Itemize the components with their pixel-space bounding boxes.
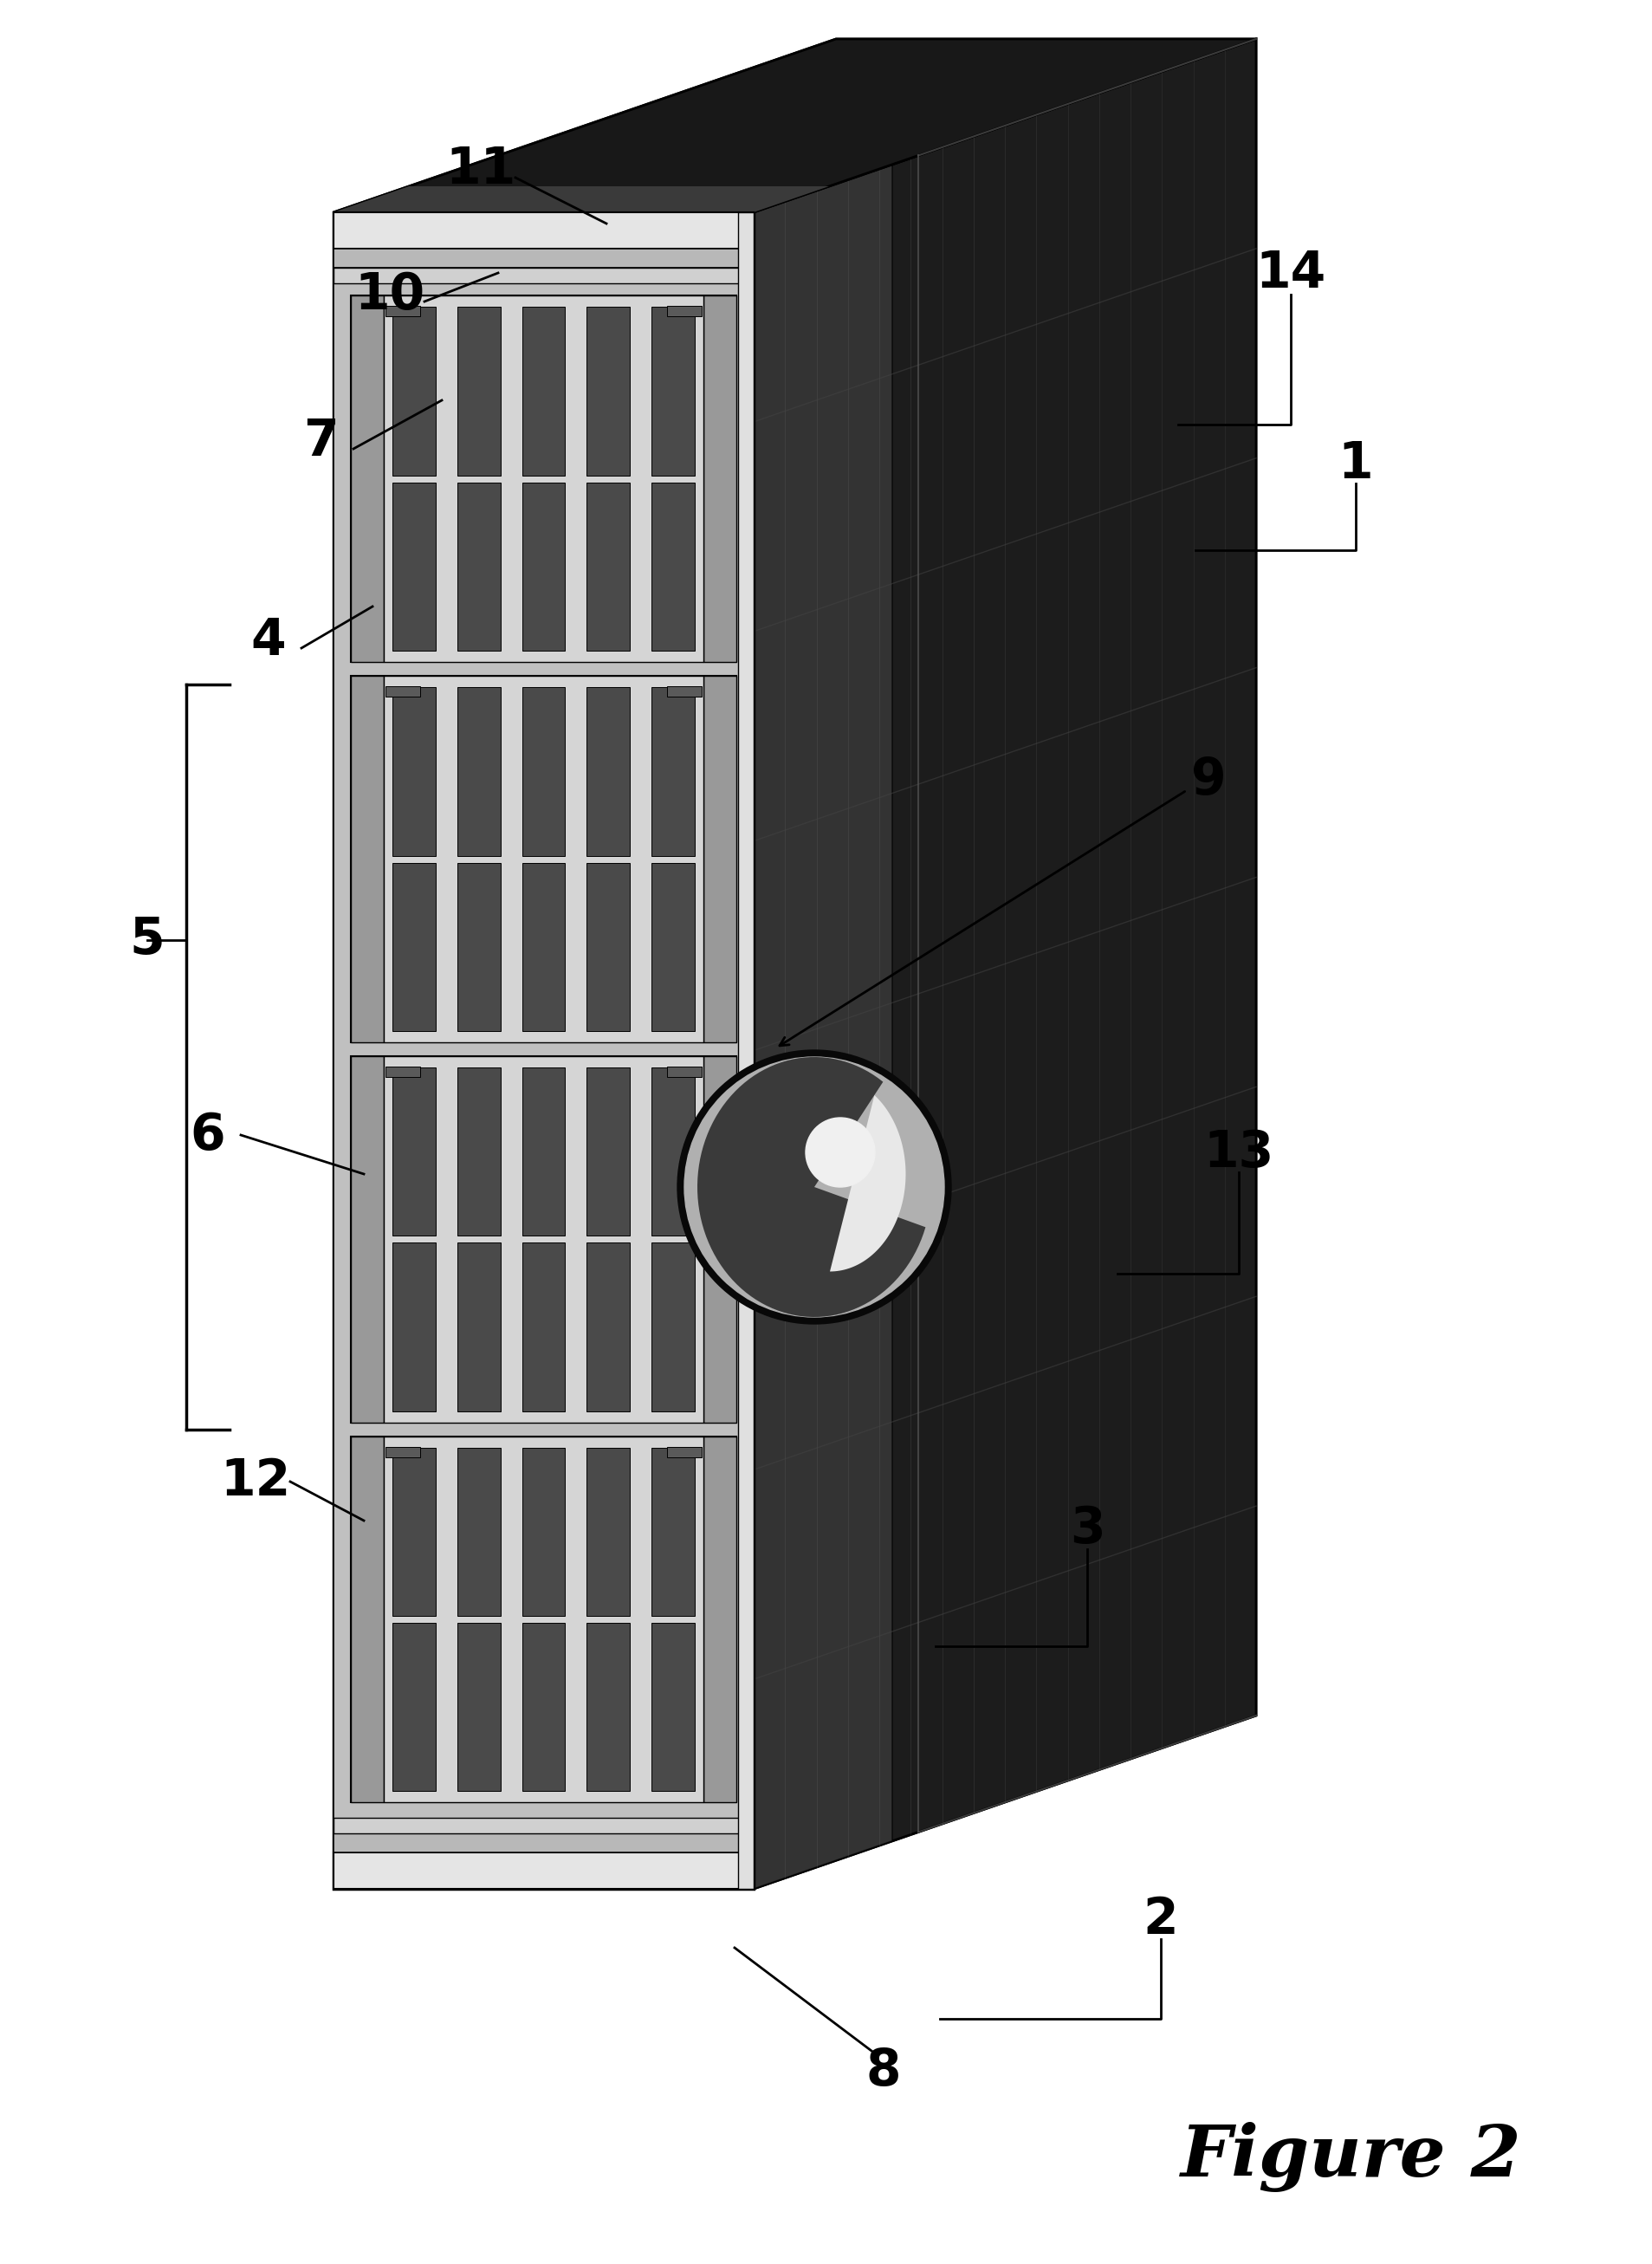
Polygon shape <box>334 267 753 283</box>
Polygon shape <box>383 1055 704 1422</box>
Polygon shape <box>753 165 892 1888</box>
Polygon shape <box>393 308 436 475</box>
Polygon shape <box>334 38 1256 213</box>
Polygon shape <box>393 1243 436 1410</box>
Polygon shape <box>350 677 737 1041</box>
Polygon shape <box>393 1623 436 1791</box>
Polygon shape <box>522 1623 565 1791</box>
Polygon shape <box>586 482 629 650</box>
Polygon shape <box>334 38 1256 213</box>
Polygon shape <box>651 688 695 856</box>
Polygon shape <box>458 1447 501 1616</box>
Polygon shape <box>753 38 1256 1888</box>
Polygon shape <box>350 297 383 661</box>
Polygon shape <box>393 688 436 856</box>
Circle shape <box>806 1118 876 1186</box>
Polygon shape <box>458 863 501 1030</box>
Polygon shape <box>350 1435 383 1802</box>
Polygon shape <box>586 863 629 1030</box>
Polygon shape <box>350 1055 383 1422</box>
Polygon shape <box>522 1447 565 1616</box>
Text: 1: 1 <box>1338 439 1373 489</box>
Polygon shape <box>522 688 565 856</box>
Polygon shape <box>383 677 704 1041</box>
Polygon shape <box>586 308 629 475</box>
Polygon shape <box>383 1435 704 1802</box>
Polygon shape <box>385 1447 420 1458</box>
Polygon shape <box>334 186 829 213</box>
Polygon shape <box>829 1096 905 1272</box>
Polygon shape <box>334 267 753 1834</box>
Polygon shape <box>350 1435 737 1802</box>
Polygon shape <box>697 1057 925 1318</box>
Text: 9: 9 <box>1191 756 1226 804</box>
Polygon shape <box>393 863 436 1030</box>
Polygon shape <box>586 1447 629 1616</box>
Polygon shape <box>350 1055 737 1422</box>
Text: 3: 3 <box>1069 1506 1105 1553</box>
Polygon shape <box>393 482 436 650</box>
Circle shape <box>677 1050 952 1324</box>
Polygon shape <box>385 1066 420 1078</box>
Polygon shape <box>586 1243 629 1410</box>
Polygon shape <box>393 1447 436 1616</box>
Polygon shape <box>522 1066 565 1236</box>
Polygon shape <box>334 1834 753 1852</box>
Text: Figure 2: Figure 2 <box>1181 2121 1521 2192</box>
Text: 13: 13 <box>1204 1127 1274 1177</box>
Polygon shape <box>667 686 702 697</box>
Polygon shape <box>667 1066 702 1078</box>
Polygon shape <box>753 38 1256 1888</box>
Polygon shape <box>350 677 383 1041</box>
Polygon shape <box>651 482 695 650</box>
Polygon shape <box>393 1066 436 1236</box>
Polygon shape <box>704 297 737 661</box>
Polygon shape <box>738 213 753 1888</box>
Polygon shape <box>385 686 420 697</box>
Polygon shape <box>586 1066 629 1236</box>
Polygon shape <box>350 297 737 661</box>
Polygon shape <box>458 1243 501 1410</box>
Polygon shape <box>651 1447 695 1616</box>
Polygon shape <box>667 1447 702 1458</box>
Polygon shape <box>385 306 420 317</box>
Polygon shape <box>522 1243 565 1410</box>
Polygon shape <box>334 249 753 267</box>
Polygon shape <box>704 1435 737 1802</box>
Polygon shape <box>458 1623 501 1791</box>
Text: 12: 12 <box>220 1458 291 1506</box>
Polygon shape <box>458 482 501 650</box>
Polygon shape <box>522 863 565 1030</box>
Text: 8: 8 <box>866 2047 900 2096</box>
Polygon shape <box>334 213 753 249</box>
Polygon shape <box>651 308 695 475</box>
Polygon shape <box>383 297 704 661</box>
Text: 10: 10 <box>355 269 425 319</box>
Polygon shape <box>651 863 695 1030</box>
Polygon shape <box>458 1066 501 1236</box>
Circle shape <box>684 1057 945 1318</box>
Polygon shape <box>651 1243 695 1410</box>
Polygon shape <box>458 688 501 856</box>
Polygon shape <box>458 308 501 475</box>
Polygon shape <box>586 1623 629 1791</box>
Text: 6: 6 <box>190 1109 226 1159</box>
Polygon shape <box>522 308 565 475</box>
Text: 5: 5 <box>129 915 165 964</box>
Polygon shape <box>667 306 702 317</box>
Polygon shape <box>522 482 565 650</box>
Polygon shape <box>334 213 753 1888</box>
Polygon shape <box>651 1623 695 1791</box>
Text: 2: 2 <box>1143 1895 1178 1945</box>
Polygon shape <box>334 1818 753 1834</box>
Polygon shape <box>651 1066 695 1236</box>
Text: 7: 7 <box>302 417 339 466</box>
Polygon shape <box>704 677 737 1041</box>
Text: 4: 4 <box>251 616 286 666</box>
Polygon shape <box>704 1055 737 1422</box>
Polygon shape <box>334 1852 753 1888</box>
Text: 14: 14 <box>1256 249 1327 297</box>
Polygon shape <box>586 688 629 856</box>
Text: 11: 11 <box>446 145 515 195</box>
